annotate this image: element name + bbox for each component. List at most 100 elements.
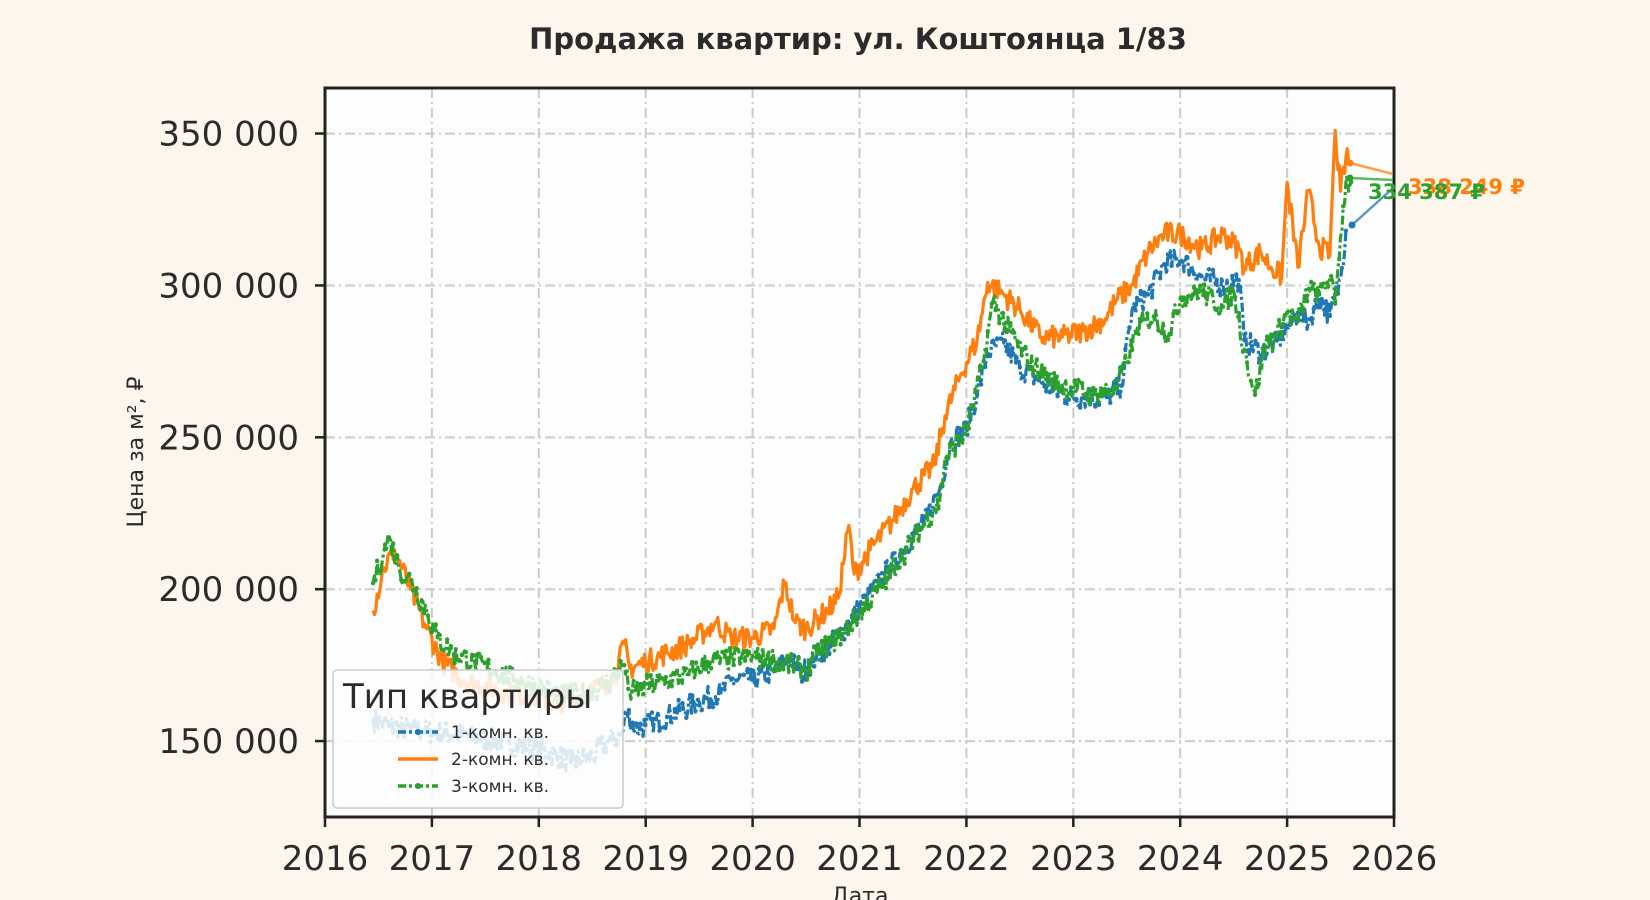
series-marker	[1214, 277, 1219, 282]
series-marker	[630, 720, 635, 725]
series-marker	[1117, 365, 1123, 370]
series-marker	[1108, 400, 1113, 405]
series-marker	[754, 655, 759, 660]
series-marker	[1238, 284, 1243, 290]
series-marker	[737, 673, 743, 678]
series-marker	[779, 654, 785, 659]
series-marker	[925, 511, 930, 516]
series-marker	[773, 668, 778, 674]
series-marker	[641, 692, 646, 697]
series-marker	[1017, 365, 1023, 370]
series-marker	[1195, 273, 1201, 279]
series-marker	[906, 534, 911, 539]
series-marker	[1210, 267, 1216, 273]
series-marker	[1199, 274, 1204, 279]
series-marker	[390, 541, 396, 546]
series-marker	[891, 557, 896, 563]
series-marker	[1019, 353, 1024, 358]
series-marker	[815, 642, 821, 648]
series-marker	[1121, 361, 1127, 366]
series-marker	[1311, 306, 1317, 311]
series-marker	[769, 667, 774, 672]
series-marker	[1184, 254, 1189, 260]
series-marker	[902, 561, 907, 566]
series-marker	[796, 654, 801, 660]
series-marker	[1131, 305, 1136, 310]
series-marker	[425, 613, 431, 618]
series-marker	[853, 614, 858, 619]
series-marker	[1319, 296, 1325, 302]
series-marker	[659, 676, 665, 681]
chart-title: Продажа квартир: ул. Коштоянца 1/83	[529, 22, 1187, 56]
series-marker	[1162, 262, 1167, 267]
series-marker	[910, 545, 915, 551]
series-marker	[1176, 262, 1182, 267]
series-marker	[634, 721, 639, 726]
series-marker	[674, 668, 680, 673]
series-marker	[989, 301, 994, 306]
series-marker	[1023, 344, 1028, 350]
series-marker	[883, 586, 889, 591]
series-marker	[1119, 383, 1124, 388]
x-tick-label: 2020	[709, 839, 796, 879]
series-marker	[1280, 321, 1286, 327]
series-marker	[1240, 349, 1246, 354]
series-marker	[811, 644, 817, 649]
y-tick-label: 250 000	[158, 418, 299, 458]
series-marker	[940, 482, 945, 488]
series-marker	[429, 629, 435, 635]
series-marker	[872, 579, 877, 584]
series-marker	[724, 648, 729, 653]
end-annotation-arrowhead	[1348, 221, 1356, 229]
series-marker	[800, 665, 805, 670]
series-marker	[437, 632, 442, 638]
end-annotation-arrow	[1349, 176, 1394, 182]
legend: Тип квартиры 1-комн. кв. 2-комн. кв. 3-ком…	[332, 669, 624, 809]
series-marker	[1309, 279, 1314, 285]
axis-ticks: 2016 2017 2018 2019 2020 2021 2022 2023 2024 2025…	[158, 115, 1437, 879]
series-marker	[1074, 396, 1079, 402]
series-marker	[1272, 333, 1278, 338]
series-marker	[482, 660, 487, 666]
series-marker	[1228, 302, 1234, 307]
series-marker	[823, 635, 828, 640]
series-marker	[1091, 386, 1096, 391]
series-marker	[917, 526, 923, 531]
series-marker	[789, 652, 794, 657]
series-marker	[1234, 272, 1239, 277]
series-marker	[936, 506, 941, 511]
series-marker	[1321, 281, 1326, 286]
series-marker	[1047, 390, 1053, 395]
series-marker	[757, 664, 763, 670]
series-marker	[475, 652, 480, 657]
series-marker	[705, 659, 710, 664]
series-marker	[403, 579, 408, 584]
series-marker	[1327, 313, 1333, 318]
series-marker	[1175, 311, 1180, 316]
series-marker	[1217, 311, 1222, 316]
series-marker	[785, 653, 790, 659]
series-marker	[407, 571, 412, 576]
series-marker	[1053, 386, 1058, 391]
series-marker	[1183, 302, 1188, 307]
series-marker	[1159, 331, 1165, 336]
x-tick-label: 2016	[282, 839, 369, 879]
series-marker	[876, 580, 881, 585]
series-marker	[1256, 381, 1262, 386]
series-marker	[690, 659, 695, 665]
series-marker	[652, 685, 657, 691]
series-marker	[1201, 282, 1207, 287]
series-marker	[742, 658, 748, 663]
series-marker	[982, 364, 988, 370]
series-marker	[622, 662, 627, 668]
series-marker	[838, 642, 843, 647]
series-marker	[913, 523, 919, 528]
series-marker	[1167, 331, 1172, 337]
series-marker	[1068, 385, 1074, 390]
end-annotation-arrow	[1349, 161, 1394, 176]
series-marker	[1186, 293, 1192, 298]
series-marker	[966, 426, 972, 431]
series-marker	[861, 601, 866, 606]
series-marker	[1323, 299, 1329, 304]
series-marker	[925, 507, 930, 512]
